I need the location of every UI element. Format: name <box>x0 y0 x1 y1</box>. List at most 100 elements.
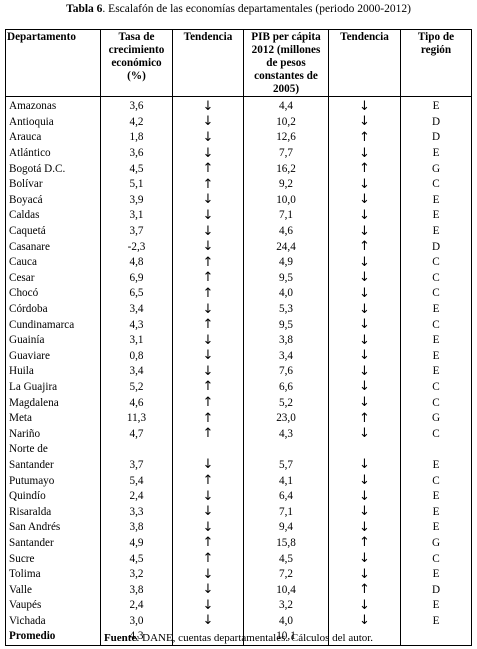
table-row: Sucre 4,5 ↑ 4,5 ↓ C <box>5 551 472 567</box>
pib-cell: 4,3 <box>243 426 329 443</box>
tendencia-pib-arrow: ↓ <box>328 208 401 224</box>
departamento-cell: Norte de <box>5 442 101 458</box>
tasa-cell: 4,5 <box>100 551 173 567</box>
tasa-cell: 4,5 <box>100 161 173 177</box>
tendencia-pib-arrow: ↓ <box>328 473 401 489</box>
tipo-region-cell: E <box>400 488 472 505</box>
tendencia-pib-arrow <box>328 442 401 458</box>
departamento-cell: Cauca <box>5 254 101 271</box>
pib-cell: 23,0 <box>243 410 329 427</box>
table-row: Nariño 4,7 ↑ 4,3 ↓ C <box>5 426 472 443</box>
pib-cell: 10,0 <box>243 192 329 209</box>
tendencia-crecimiento-arrow: ↑ <box>172 473 244 489</box>
departamento-cell: Valle <box>5 582 101 598</box>
tasa-cell: 4,9 <box>100 535 173 552</box>
table-row: Santander 3,7 ↓ 5,7 ↓ E <box>5 457 472 474</box>
tipo-region-cell: D <box>400 130 472 146</box>
tendencia-crecimiento-arrow: ↓ <box>172 598 244 614</box>
departamento-cell: San Andrés <box>5 520 101 536</box>
departamento-cell: Cesar <box>5 270 101 287</box>
header-departamento: Departamento <box>5 29 101 97</box>
pib-cell: 7,6 <box>243 364 329 380</box>
tendencia-crecimiento-arrow: ↓ <box>172 504 244 521</box>
tendencia-crecimiento-arrow: ↓ <box>172 192 244 209</box>
tasa-cell: 3,7 <box>100 223 173 240</box>
tipo-region-cell: E <box>400 457 472 474</box>
departamento-cell: Guaviare <box>5 348 101 365</box>
tendencia-crecimiento-arrow: ↑ <box>172 535 244 552</box>
pib-cell: 4,9 <box>243 254 329 271</box>
pib-cell: 6,4 <box>243 488 329 505</box>
tasa-cell: 3,1 <box>100 208 173 224</box>
tendencia-pib-arrow: ↑ <box>328 130 401 146</box>
tendencia-crecimiento-arrow: ↑ <box>172 379 244 396</box>
table-header-row: Departamento Tasa de crecimiento económi… <box>5 29 472 97</box>
tendencia-crecimiento-arrow: ↑ <box>172 426 244 443</box>
tipo-region-cell: D <box>400 582 472 598</box>
tipo-region-cell: E <box>400 301 472 318</box>
departamento-cell: Caldas <box>5 208 101 224</box>
tendencia-crecimiento-arrow: ↓ <box>172 145 244 162</box>
table-row: Caldas 3,1 ↓ 7,1 ↓ E <box>5 208 472 224</box>
tendencia-crecimiento-arrow: ↓ <box>172 223 244 240</box>
promedio-label: Promedio <box>5 629 101 646</box>
departamento-cell: Sucre <box>5 551 101 567</box>
tendencia-crecimiento-arrow: ↓ <box>172 457 244 474</box>
header-tipo-region: Tipo de región <box>400 29 472 97</box>
economies-ranking-table: Departamento Tasa de crecimiento económi… <box>5 29 472 646</box>
tasa-cell: 3,8 <box>100 582 173 598</box>
header-tendencia-2: Tendencia <box>328 29 401 97</box>
table-row: Valle 3,8 ↓ 10,4 ↑ D <box>5 582 472 598</box>
pib-cell: 9,4 <box>243 520 329 536</box>
departamento-cell: Córdoba <box>5 301 101 318</box>
table-row: Boyacá 3,9 ↓ 10,0 ↓ E <box>5 192 472 209</box>
departamento-cell: Nariño <box>5 426 101 443</box>
table-row: Cundinamarca 4,3 ↑ 9,5 ↓ C <box>5 317 472 333</box>
tendencia-crecimiento-arrow: ↑ <box>172 286 244 302</box>
tasa-cell: 3,8 <box>100 520 173 536</box>
tendencia-pib-arrow: ↓ <box>328 348 401 365</box>
tipo-region-cell: G <box>400 535 472 552</box>
tasa-cell: -2,3 <box>100 239 173 255</box>
tipo-region-cell: C <box>400 473 472 489</box>
tendencia-crecimiento-arrow: ↓ <box>172 348 244 365</box>
tipo-region-cell: C <box>400 270 472 287</box>
tendencia-pib-arrow: ↓ <box>328 551 401 567</box>
departamento-cell: Vichada <box>5 613 101 630</box>
tasa-cell: 2,4 <box>100 488 173 505</box>
table-body: Amazonas 3,6 ↓ 4,4 ↓ E Antioquia 4,2 ↓ 10,2 ↓ D Arau… <box>5 96 472 646</box>
pib-cell: 24,4 <box>243 239 329 255</box>
tendencia-pib-arrow: ↓ <box>328 223 401 240</box>
tipo-region-cell: E <box>400 223 472 240</box>
tasa-cell: 6,5 <box>100 286 173 302</box>
pib-cell: 6,6 <box>243 379 329 396</box>
departamento-cell: Putumayo <box>5 473 101 489</box>
tasa-cell: 5,4 <box>100 473 173 489</box>
tendencia-pib-arrow: ↓ <box>328 270 401 287</box>
tendencia-pib-arrow: ↑ <box>328 410 401 427</box>
header-tasa-crecimiento: Tasa de crecimiento económico (%) <box>100 29 173 97</box>
tipo-region-cell: C <box>400 426 472 443</box>
departamento-cell: Magdalena <box>5 395 101 411</box>
tasa-cell: 3,6 <box>100 96 173 115</box>
source-text: : DANE, cuentas departamentales. Cálculo… <box>136 632 374 644</box>
departamento-cell: Quindío <box>5 488 101 505</box>
tendencia-crecimiento-arrow: ↓ <box>172 566 244 583</box>
table-row: Norte de <box>5 442 472 458</box>
tendencia-crecimiento-arrow: ↓ <box>172 301 244 318</box>
tasa-cell: 3,6 <box>100 145 173 162</box>
tipo-region-cell: E <box>400 145 472 162</box>
table-row: Bolívar 5,1 ↑ 9,2 ↓ C <box>5 176 472 193</box>
pib-cell <box>243 442 329 458</box>
departamento-cell: Bogotá D.C. <box>5 161 101 177</box>
tendencia-pib-arrow: ↓ <box>328 598 401 614</box>
tendencia-pib-arrow: ↑ <box>328 582 401 598</box>
departamento-cell: Cundinamarca <box>5 317 101 333</box>
tendencia-crecimiento-arrow: ↓ <box>172 332 244 349</box>
tipo-region-cell: C <box>400 551 472 567</box>
promedio-region <box>400 629 472 646</box>
pib-cell: 10,2 <box>243 114 329 131</box>
tasa-cell: 1,8 <box>100 130 173 146</box>
pib-cell: 12,6 <box>243 130 329 146</box>
pib-cell: 3,4 <box>243 348 329 365</box>
